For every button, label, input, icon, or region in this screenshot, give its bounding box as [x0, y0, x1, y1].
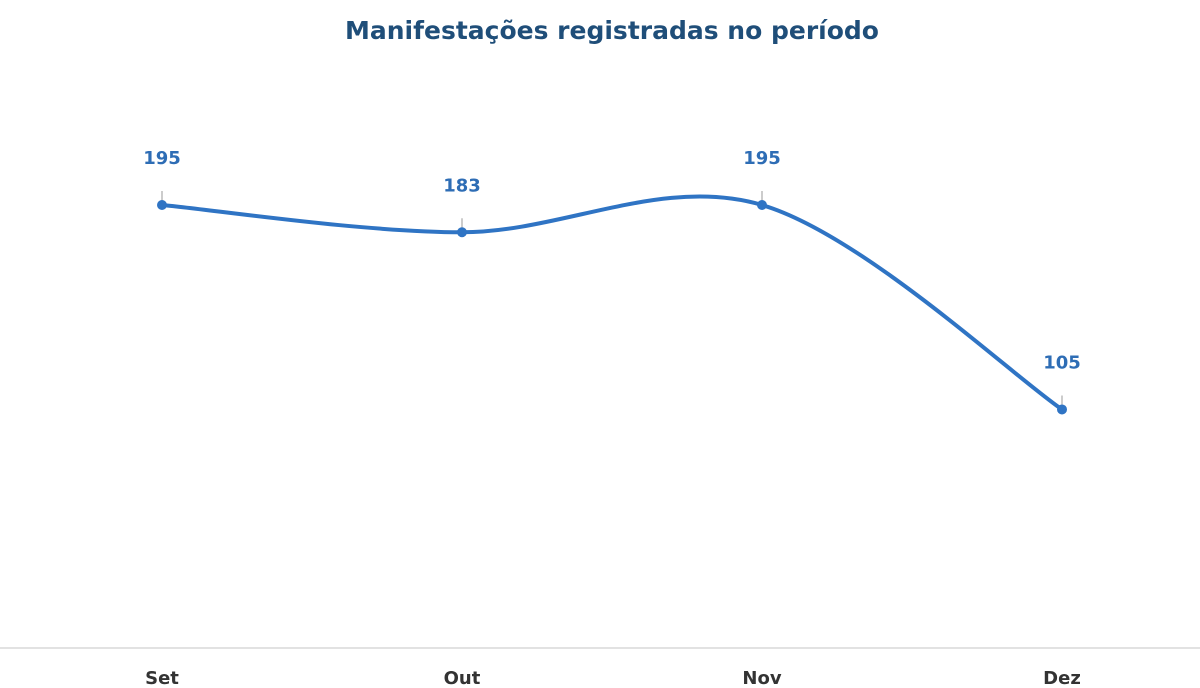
data-label: 183: [443, 175, 481, 196]
data-label: 195: [143, 148, 181, 169]
point: [1057, 404, 1067, 415]
x-tick-label: Dez: [1043, 668, 1081, 688]
x-tick-label: Set: [145, 668, 179, 688]
line: [160, 194, 1064, 412]
point: [457, 227, 467, 238]
data-label: 105: [1043, 352, 1081, 373]
x-tick-label: Out: [444, 668, 481, 688]
point: [157, 200, 167, 210]
x-tick-label: Nov: [742, 668, 781, 688]
data-label: 195: [743, 148, 781, 169]
point: [757, 200, 767, 210]
chart-title: Manifestações registradas no período: [345, 16, 879, 45]
